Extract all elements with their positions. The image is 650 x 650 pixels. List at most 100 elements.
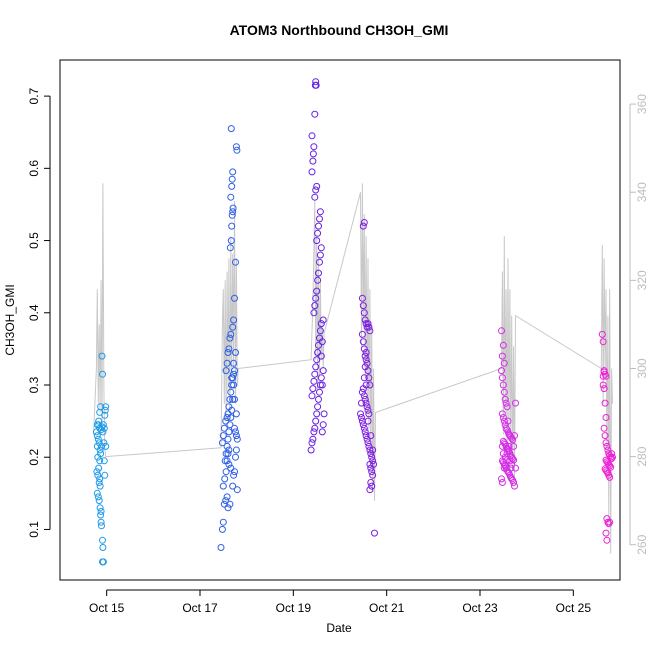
data-point-2017-10-19 — [312, 294, 320, 302]
data-point-2017-10-17 — [229, 204, 237, 212]
data-point-2017-10-19 — [311, 193, 319, 201]
data-point-2017-10-19 — [311, 370, 319, 378]
data-point-2017-10-20 — [362, 356, 370, 364]
data-point-2017-10-19 — [309, 157, 317, 165]
data-point-2017-10-14 — [101, 471, 109, 479]
data-point-2017-10-19 — [316, 251, 324, 259]
data-point-2017-10-25 — [600, 424, 608, 432]
data-point-2017-10-17 — [228, 211, 236, 219]
data-point-2017-10-17 — [232, 258, 239, 266]
data-point-2017-10-19 — [314, 349, 322, 356]
data-point-2017-10-19 — [311, 110, 319, 118]
data-point-2017-10-23 — [500, 460, 508, 468]
data-point-2017-10-14 — [95, 497, 103, 505]
data-point-2017-10-17 — [230, 359, 238, 367]
data-point-2017-10-14 — [95, 439, 103, 447]
axes-layer: Oct 15 Oct 17 Oct 19 Oct 21 Oct 23 Oct 25 0.1 0… — [27, 87, 649, 614]
data-point-2017-10-25 — [602, 414, 610, 421]
data-point-2017-10-17 — [228, 381, 236, 389]
data-point-2017-10-25 — [601, 432, 609, 440]
data-point-2017-10-19 — [308, 392, 316, 400]
data-point-2017-10-14 — [96, 482, 104, 490]
data-point-2017-10-20 — [362, 349, 370, 356]
data-point-2017-10-14 — [97, 507, 105, 515]
data-point-2017-10-19 — [313, 287, 321, 295]
data-point-2017-10-20 — [358, 330, 366, 338]
data-point-2017-10-25 — [599, 372, 607, 380]
data-point-2017-10-25 — [609, 453, 616, 461]
data-point-2017-10-25 — [606, 473, 614, 481]
data-point-2017-10-17 — [232, 432, 240, 440]
y-tick-label: 0.5 — [27, 232, 41, 249]
data-point-2017-10-17 — [230, 316, 238, 324]
data-point-2017-10-23 — [512, 464, 519, 472]
data-point-2017-10-20 — [357, 410, 364, 418]
data-point-2017-10-20 — [361, 363, 369, 371]
data-point-2017-10-17 — [226, 244, 234, 252]
data-point-2017-10-23 — [499, 341, 507, 349]
data-point-2017-10-23 — [511, 482, 518, 490]
data-point-2017-10-20 — [363, 403, 371, 411]
data-point-2017-10-20 — [360, 345, 368, 353]
y2-tick-label: 320 — [635, 270, 649, 290]
data-point-2017-10-17 — [231, 367, 238, 375]
data-point-2017-10-20 — [358, 399, 365, 407]
data-point-2017-10-19 — [314, 276, 322, 284]
data-point-2017-10-20 — [360, 424, 368, 432]
data-point-2017-10-23 — [498, 374, 506, 382]
data-point-2017-10-17 — [224, 450, 232, 458]
data-point-2017-10-17 — [217, 544, 225, 551]
data-point-2017-10-17 — [231, 395, 238, 403]
data-point-2017-10-17 — [225, 428, 233, 436]
data-point-2017-10-17 — [233, 146, 241, 154]
y2-tick-label: 260 — [635, 534, 649, 554]
data-point-2017-10-17 — [229, 482, 237, 490]
data-point-2017-10-17 — [227, 125, 235, 133]
data-point-2017-10-19 — [318, 338, 326, 346]
data-point-2017-10-23 — [506, 457, 514, 465]
data-point-2017-10-20 — [359, 421, 367, 429]
data-point-2017-10-14 — [94, 471, 102, 479]
data-point-2017-10-17 — [218, 525, 226, 533]
data-point-2017-10-14 — [98, 352, 106, 360]
data-point-2017-10-14 — [95, 417, 103, 425]
data-point-2017-10-23 — [511, 432, 518, 440]
x-tick-label: Oct 17 — [182, 601, 218, 615]
data-point-2017-10-20 — [364, 439, 372, 447]
data-point-2017-10-17 — [233, 486, 241, 494]
y-tick-label: 0.7 — [27, 87, 41, 104]
data-point-2017-10-20 — [366, 460, 374, 468]
data-point-2017-10-20 — [361, 395, 369, 403]
data-point-2017-10-17 — [230, 370, 238, 378]
data-point-2017-10-20 — [363, 435, 371, 443]
data-point-2017-10-14 — [98, 522, 105, 530]
data-point-2017-10-19 — [308, 439, 316, 447]
data-point-2017-10-20 — [366, 446, 374, 454]
data-point-2017-10-17 — [225, 460, 233, 468]
data-point-2017-10-17 — [221, 475, 229, 483]
data-point-2017-10-17 — [224, 435, 232, 443]
data-point-2017-10-23 — [504, 446, 512, 454]
data-point-2017-10-19 — [315, 395, 322, 403]
data-point-2017-10-20 — [365, 323, 373, 331]
data-point-2017-10-23 — [498, 442, 506, 450]
y2-tick-label: 360 — [635, 94, 649, 114]
y2-tick-label: 280 — [635, 446, 649, 466]
data-point-2017-10-20 — [366, 327, 374, 335]
data-point-2017-10-19 — [317, 244, 325, 252]
data-point-2017-10-19 — [319, 316, 327, 324]
data-point-2017-10-20 — [363, 359, 371, 367]
data-point-2017-10-14 — [97, 450, 105, 458]
data-point-2017-10-17 — [226, 334, 234, 342]
x-tick-label: Oct 15 — [89, 601, 125, 615]
data-point-2017-10-25 — [603, 468, 611, 476]
data-point-2017-10-19 — [316, 208, 324, 216]
data-point-2017-10-14 — [98, 442, 105, 450]
data-point-2017-10-23 — [510, 456, 518, 464]
data-point-2017-10-23 — [499, 381, 507, 389]
data-point-2017-10-14 — [96, 475, 104, 483]
data-point-2017-10-20 — [361, 428, 369, 436]
data-point-2017-10-17 — [230, 381, 238, 389]
data-point-2017-10-19 — [318, 381, 326, 389]
data-point-2017-10-25 — [608, 450, 616, 458]
